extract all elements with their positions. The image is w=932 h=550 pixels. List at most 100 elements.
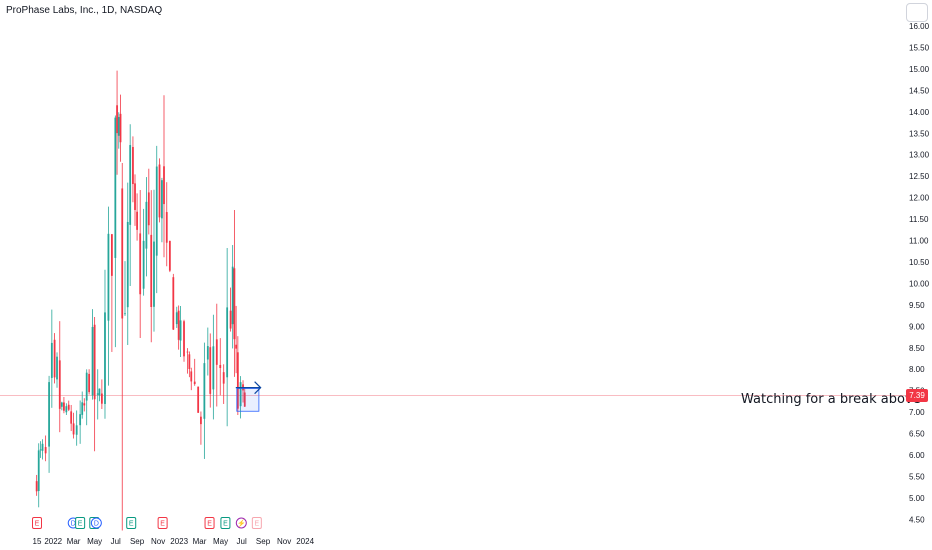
y-tick-label: 12.50 bbox=[909, 172, 930, 181]
candle-body bbox=[50, 342, 53, 378]
scale-toggle-button[interactable] bbox=[906, 3, 928, 22]
candle-body bbox=[219, 364, 222, 369]
candle-body bbox=[243, 392, 246, 407]
candle-body bbox=[91, 326, 94, 396]
marker-label: E bbox=[160, 521, 165, 528]
candle-body bbox=[235, 344, 238, 349]
y-tick-label: 5.00 bbox=[909, 494, 925, 503]
candle-body bbox=[58, 360, 61, 409]
marker-shape bbox=[157, 517, 168, 529]
y-tick-label: 12.00 bbox=[909, 194, 930, 203]
y-tick-label: 10.00 bbox=[909, 279, 930, 288]
candle-body bbox=[107, 233, 110, 321]
y-tick-label: 14.50 bbox=[909, 86, 930, 95]
earnings-marker[interactable]: E bbox=[32, 517, 42, 529]
candle-body bbox=[56, 356, 58, 380]
y-tick-label: 14.00 bbox=[909, 108, 930, 117]
candle-body bbox=[158, 164, 161, 218]
x-tick-label: Mar bbox=[67, 537, 81, 546]
earnings-marker[interactable]: E bbox=[204, 517, 215, 529]
marker-shape bbox=[75, 517, 86, 529]
candle-body bbox=[203, 363, 206, 419]
last-price-label: 7.39 bbox=[906, 389, 928, 402]
marker-label: ⚡ bbox=[237, 519, 246, 528]
candle-body bbox=[142, 240, 145, 289]
candle-body bbox=[136, 211, 138, 230]
split-marker[interactable]: ⚡ bbox=[235, 517, 247, 529]
candle-body bbox=[183, 321, 185, 357]
candle-body bbox=[116, 105, 118, 134]
candle-body bbox=[60, 402, 63, 407]
y-tick-label: 15.00 bbox=[909, 65, 930, 74]
marker-shape bbox=[204, 517, 215, 529]
earnings-marker[interactable]: E bbox=[75, 517, 86, 529]
range-box[interactable] bbox=[236, 388, 260, 412]
candle-body bbox=[114, 117, 117, 258]
marker-label: D bbox=[71, 521, 76, 528]
candle-body bbox=[83, 403, 86, 406]
candle-body bbox=[81, 402, 84, 415]
x-tick-label: Jul bbox=[237, 537, 247, 546]
events-row: EDEEDEEEE⚡E bbox=[32, 517, 262, 529]
y-tick-label: 6.50 bbox=[909, 430, 925, 439]
candle-body bbox=[41, 443, 44, 451]
candle-body bbox=[236, 352, 239, 409]
x-tick-label: May bbox=[87, 537, 102, 546]
earnings-marker[interactable]: E bbox=[157, 517, 168, 529]
chart-title: ProPhase Labs, Inc., 1D, NASDAQ bbox=[6, 5, 163, 16]
candle-body bbox=[161, 180, 163, 219]
y-tick-label: 13.00 bbox=[909, 151, 930, 160]
x-tick-label: 2022 bbox=[44, 537, 62, 546]
candle-body bbox=[233, 268, 236, 340]
candle-body bbox=[85, 372, 88, 401]
marker-label: E bbox=[207, 521, 212, 528]
y-tick-label: 10.50 bbox=[909, 258, 930, 267]
candle-body bbox=[212, 346, 215, 390]
candle-body bbox=[67, 404, 70, 410]
candle-body bbox=[39, 449, 42, 451]
candle-body bbox=[206, 346, 209, 360]
candle-body bbox=[70, 411, 73, 424]
candle-body bbox=[75, 425, 78, 435]
y-tick-label: 13.50 bbox=[909, 129, 930, 138]
x-tick-label: Mar bbox=[193, 537, 207, 546]
candle-body bbox=[226, 307, 229, 378]
candle-body bbox=[177, 310, 180, 340]
marker-circle bbox=[235, 517, 247, 529]
marker-shape bbox=[126, 517, 137, 529]
y-tick-label: 4.50 bbox=[909, 515, 925, 524]
earnings-marker[interactable]: E bbox=[251, 517, 262, 529]
x-axis: 15 2022 Mar May Jul Sep Nov 2023 Mar May Jul Sep Nov… bbox=[33, 537, 315, 546]
candle-body bbox=[209, 347, 212, 394]
candle-body bbox=[145, 201, 148, 249]
marker-label: E bbox=[129, 521, 134, 528]
candle-body bbox=[98, 388, 101, 396]
earnings-marker[interactable]: E bbox=[220, 517, 231, 529]
y-tick-label: 5.50 bbox=[909, 472, 925, 481]
x-tick-label: May bbox=[213, 537, 228, 546]
candle-body bbox=[239, 382, 242, 407]
candle-body bbox=[134, 183, 136, 210]
candle-body bbox=[197, 386, 200, 413]
y-tick-label: 6.00 bbox=[909, 451, 925, 460]
marker-label: D bbox=[94, 521, 99, 528]
candle-body bbox=[188, 354, 191, 369]
candle-body bbox=[119, 113, 122, 143]
candle-body bbox=[104, 312, 106, 404]
marker-shape bbox=[32, 517, 42, 529]
earnings-marker[interactable]: E bbox=[126, 517, 137, 529]
candle-body bbox=[88, 373, 91, 393]
y-tick-label: 15.50 bbox=[909, 43, 930, 52]
candle-body bbox=[168, 240, 171, 271]
candle-body bbox=[126, 221, 129, 308]
candle-body bbox=[79, 414, 82, 426]
candle-body bbox=[53, 339, 56, 378]
candle-body bbox=[117, 117, 120, 136]
candle-body bbox=[121, 188, 124, 319]
candle-body bbox=[63, 402, 65, 411]
marker-label: E bbox=[254, 521, 259, 528]
candle-body bbox=[155, 166, 158, 256]
candle-body bbox=[200, 416, 202, 425]
dividend-marker[interactable]: D bbox=[90, 517, 102, 529]
